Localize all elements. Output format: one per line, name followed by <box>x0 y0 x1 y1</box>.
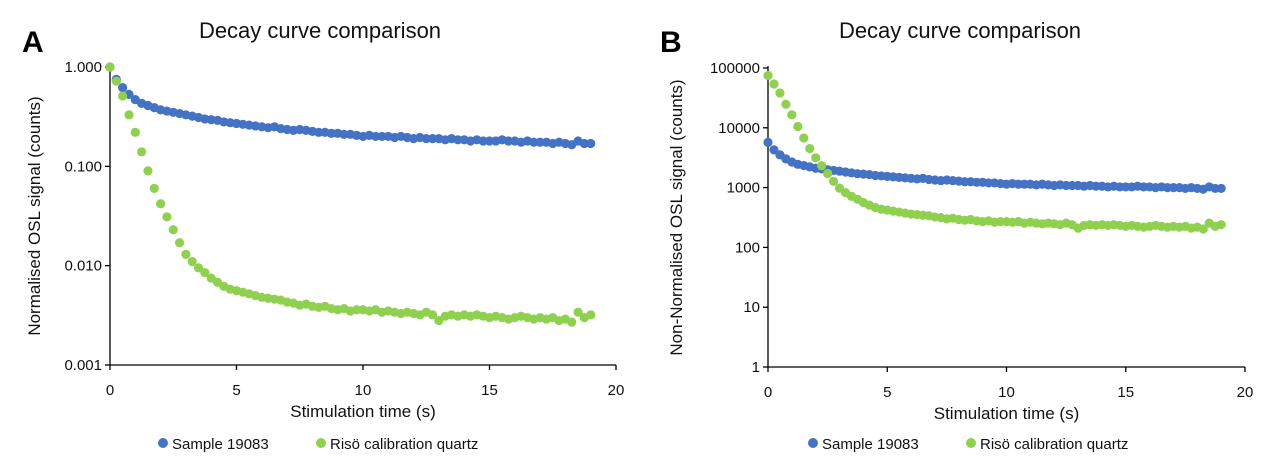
chart-title: Decay curve comparison <box>839 18 1081 43</box>
x-tick-label: 20 <box>1237 384 1254 401</box>
riso-quartz-point <box>811 153 821 163</box>
y-tick-label: 0.010 <box>64 258 102 275</box>
sample-19083-point <box>326 128 336 138</box>
y-tick-label: 0.001 <box>64 357 102 374</box>
sample-19083-point <box>421 134 431 144</box>
panel-b-chart: B Decay curve comparison11010010001000010… <box>660 18 1253 453</box>
legend-label-riso: Risö calibration quartz <box>330 436 478 453</box>
riso-quartz-point <box>187 256 197 267</box>
sample-19083-point <box>371 131 381 142</box>
y-tick-label: 10 <box>743 299 760 316</box>
y-tick-label: 1.000 <box>64 59 102 76</box>
riso-quartz-point <box>124 110 134 120</box>
riso-quartz-point <box>168 225 178 235</box>
legend-marker-sample <box>158 438 168 448</box>
y-tick-label: 0.100 <box>64 158 102 175</box>
riso-quartz-point <box>149 183 159 193</box>
series-sample-19083 <box>763 137 1226 194</box>
x-tick-label: 20 <box>608 382 625 399</box>
riso-quartz-point <box>111 76 121 86</box>
riso-quartz-point <box>137 147 147 157</box>
riso-quartz-point <box>174 238 185 248</box>
riso-quartz-point <box>769 79 779 89</box>
x-tick-label: 15 <box>1117 384 1134 401</box>
legend-label-riso: Risö calibration quartz <box>980 436 1128 453</box>
riso-quartz-point <box>130 127 140 137</box>
legend-marker-riso <box>316 438 326 448</box>
sample-19083-point <box>529 137 539 147</box>
riso-quartz-point <box>105 62 115 72</box>
sample-19083-point <box>579 138 589 149</box>
x-axis-label: Stimulation time (s) <box>290 402 435 421</box>
y-axis-label: Non-Normalised OSL signal (counts) <box>667 79 686 355</box>
y-tick-label: 100000 <box>710 60 760 77</box>
y-tick-label: 100 <box>735 239 760 256</box>
sample-19083-point <box>427 134 438 144</box>
riso-quartz-point <box>352 305 362 315</box>
riso-quartz-point <box>781 99 791 109</box>
riso-quartz-point <box>118 91 128 101</box>
x-tick-label: 5 <box>232 382 240 399</box>
series-sample-19083 <box>105 62 596 150</box>
y-axis-label: Normalised OSL signal (counts) <box>25 96 44 335</box>
panel-a-chart: A Decay curve comparison 0.001 0.010 0.100 1.… <box>22 18 624 453</box>
riso-quartz-point <box>586 310 596 320</box>
riso-quartz-point <box>775 88 785 98</box>
riso-quartz-point <box>200 268 210 278</box>
y-tick-label: 1 <box>752 359 760 376</box>
riso-quartz-point <box>1216 220 1226 230</box>
x-tick-label: 15 <box>481 382 498 399</box>
legend-marker-sample <box>808 438 818 448</box>
sample-19083-point <box>503 136 514 146</box>
riso-quartz-point <box>763 70 773 81</box>
riso-quartz-point <box>805 143 815 154</box>
riso-quartz-point <box>427 310 438 320</box>
sample-19083-point <box>1216 183 1226 194</box>
riso-quartz-point <box>193 263 204 273</box>
riso-quartz-point <box>156 199 166 209</box>
sample-19083-point <box>484 136 495 146</box>
chart-title: Decay curve comparison <box>199 18 441 43</box>
panel-label: A <box>22 26 44 59</box>
legend-marker-riso <box>966 438 976 448</box>
legend: Sample 19083 Risö calibration quartz <box>158 436 478 453</box>
riso-quartz-point <box>793 121 803 132</box>
riso-quartz-point <box>1198 224 1208 234</box>
x-tick-label: 5 <box>883 384 891 401</box>
riso-quartz-point <box>162 212 172 222</box>
panel-label: B <box>660 26 682 59</box>
riso-quartz-point <box>567 317 577 327</box>
riso-quartz-point <box>181 249 191 259</box>
y-tick-label: 10000 <box>718 120 760 137</box>
riso-quartz-point <box>817 161 827 171</box>
legend-label-sample: Sample 19083 <box>822 436 919 453</box>
sample-19083-point <box>453 135 463 145</box>
riso-quartz-point <box>143 166 153 176</box>
riso-quartz-point <box>787 110 797 120</box>
riso-quartz-point <box>799 133 809 143</box>
sample-19083-point <box>535 137 545 147</box>
x-tick-label: 0 <box>764 384 772 401</box>
riso-quartz-point <box>828 176 839 186</box>
sample-19083-point <box>478 136 488 146</box>
sample-19083-point <box>339 129 349 139</box>
series-riso-calibration-quartz <box>763 70 1226 234</box>
riso-quartz-point <box>823 168 833 179</box>
sample-19083-point <box>586 138 596 149</box>
legend-label-sample: Sample 19083 <box>172 436 269 453</box>
x-tick-label: 10 <box>998 384 1015 401</box>
x-tick-label: 10 <box>355 382 372 399</box>
series-riso-calibration-quartz <box>105 62 596 327</box>
sample-19083-point <box>314 127 324 137</box>
sample-19083-point <box>377 131 387 142</box>
legend: Sample 19083 Risö calibration quartz <box>808 436 1128 453</box>
sample-19083-point <box>763 137 773 147</box>
x-axis-label: Stimulation time (s) <box>934 404 1079 423</box>
riso-quartz-point <box>573 307 583 317</box>
y-tick-label: 1000 <box>727 180 760 197</box>
sample-19083-point <box>118 83 128 93</box>
x-tick-label: 0 <box>106 382 114 399</box>
